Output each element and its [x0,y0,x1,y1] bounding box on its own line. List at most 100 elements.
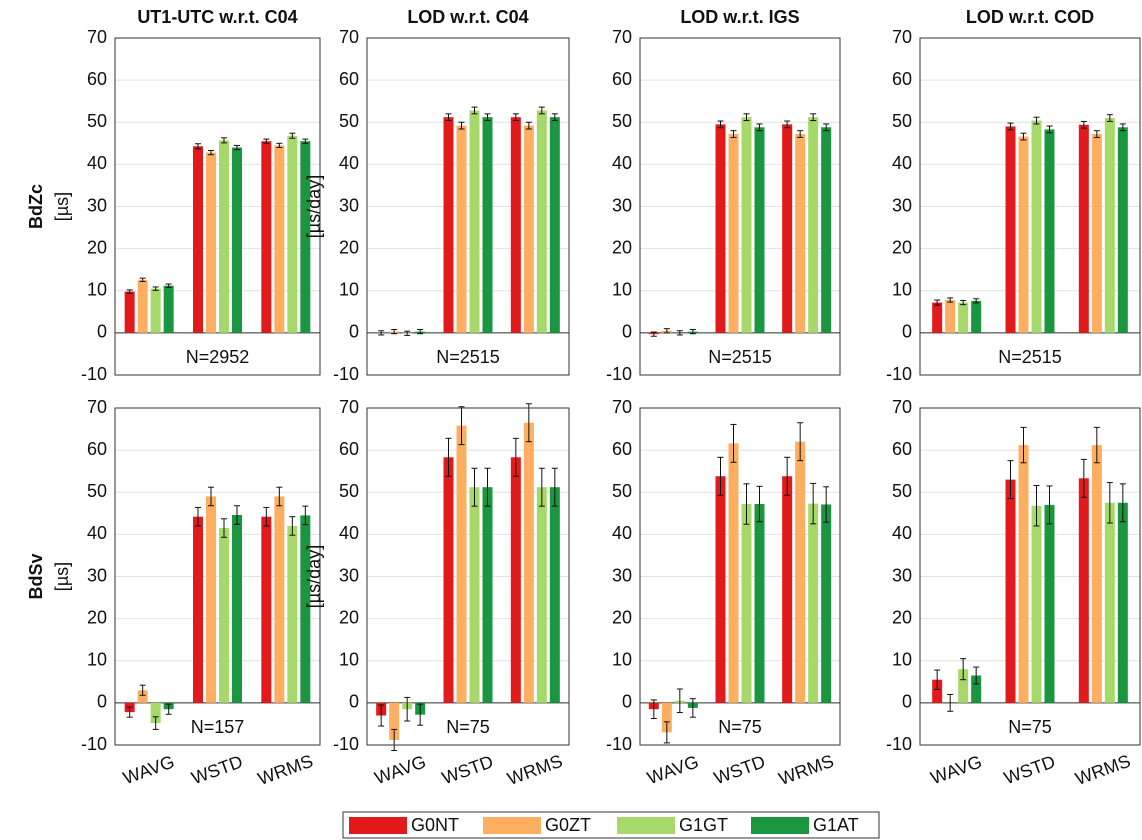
error-bar [1046,125,1053,134]
error-bar [302,138,309,144]
error-bar [221,518,227,538]
error-bar [471,467,478,507]
y-tick-label: 10 [339,650,359,670]
bar [728,134,739,333]
y-tick-label: 50 [87,481,107,501]
error-bar [689,329,696,335]
error-bar [417,703,424,726]
bar [808,117,819,333]
error-bar [471,106,478,115]
bar [300,515,311,703]
error-bar [689,698,696,718]
error-bar [1093,130,1100,138]
panel-title: LOD w.r.t. COD [966,7,1094,27]
bar [795,441,806,703]
bar [137,279,148,333]
error-bar [1046,485,1053,525]
error-bar [650,699,657,719]
error-bar [276,486,283,507]
legend-label: G1AT [813,815,859,835]
error-bar [973,298,980,304]
bar [300,141,311,333]
bar [549,117,560,333]
y-tick-label: 0 [349,692,359,712]
bar [469,487,480,703]
y-tick-label: 70 [87,397,107,417]
bar [741,117,752,333]
y-tick-label: 40 [612,523,632,543]
error-bar [1007,460,1014,500]
y-tick-label: 70 [612,397,632,417]
bar [536,487,547,703]
error-bar [391,728,398,751]
error-bar [1106,482,1113,524]
bar [741,504,752,703]
error-bar [1080,120,1087,129]
error-bar [784,456,791,496]
y-tick-label: 0 [902,692,912,712]
y-tick-label: 40 [892,523,912,543]
y-tick-label: 60 [612,439,632,459]
annotation: N=2515 [708,347,772,367]
error-bar [139,277,146,282]
bar [715,476,726,703]
legend-label: G0ZT [545,815,591,835]
error-bar [730,130,737,138]
error-bar [676,688,683,714]
error-bar [810,482,817,525]
plot-frame [639,407,841,746]
bar [549,487,560,703]
error-bar [663,721,670,744]
y-tick-label: 10 [612,280,632,300]
y-tick-label: 20 [892,607,912,627]
bar [193,516,203,703]
legend-label: G1GT [679,815,728,835]
y-tick-label: 60 [339,69,359,89]
plot-frame [114,407,321,746]
y-tick-label: 40 [339,523,359,543]
bar [510,457,521,703]
y-tick-label: -10 [81,364,107,384]
error-bar [458,121,465,130]
bar [261,141,272,333]
y-tick-label: 40 [87,153,107,173]
error-bar [676,330,683,336]
bar [782,476,793,703]
error-bar [221,137,227,144]
y-tick-label: 50 [892,111,912,131]
bar [1031,120,1042,333]
bar [510,117,521,333]
y-tick-label: 60 [612,69,632,89]
y-tick-label: 40 [87,523,107,543]
error-bar [810,113,817,122]
y-tick-label: 10 [339,280,359,300]
y-tick-label: 40 [339,153,359,173]
bar [150,702,161,724]
y-tick-label: 30 [87,565,107,585]
bar [958,302,969,333]
x-tick-label: WRMS [1073,751,1133,789]
error-bar [195,143,201,150]
y-tick-label: 0 [622,692,632,712]
x-tick-label: WRMS [505,751,565,789]
y-tick-label: 10 [87,280,107,300]
panel-title: UT1-UTC w.r.t. C04 [137,7,297,27]
error-bar [126,706,133,718]
bar [150,288,161,333]
legend-label: G0NT [411,815,459,835]
y-tick-label: -10 [606,734,632,754]
y-tick-label: 20 [612,237,632,257]
bar [206,152,216,333]
error-bar [525,403,532,443]
error-bar [717,120,724,129]
error-bar [1119,483,1126,523]
y-axis-label: [µs] [52,562,72,591]
y-axis-label: [µs] [52,192,72,221]
error-bar [756,485,763,523]
bar [1044,504,1055,703]
x-tick-label: WRMS [776,751,836,789]
y-tick-label: 70 [892,27,912,47]
bar [482,117,493,333]
y-tick-label: 60 [339,439,359,459]
